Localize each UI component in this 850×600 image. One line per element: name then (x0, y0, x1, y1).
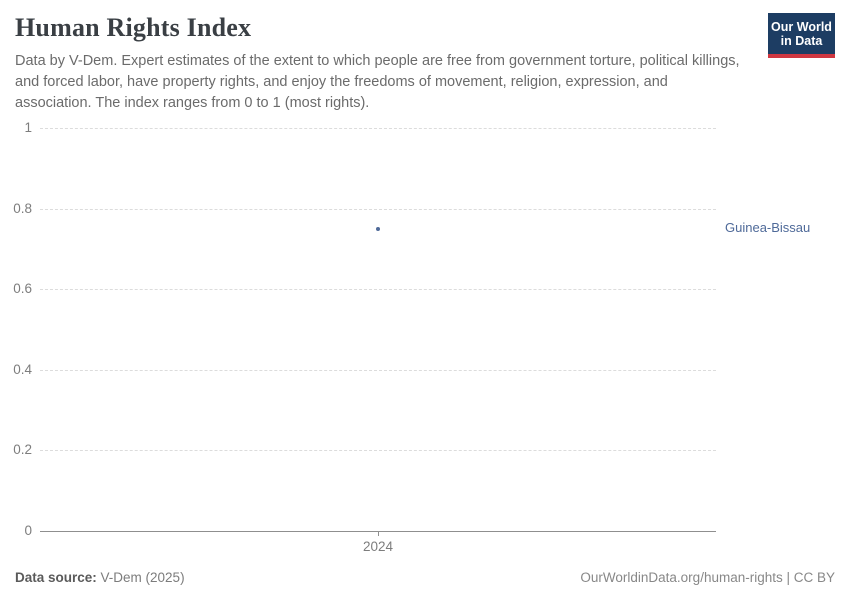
chart-title: Human Rights Index (15, 13, 252, 42)
gridline (40, 289, 716, 291)
y-axis-tick-label: 1 (24, 120, 32, 135)
x-axis-tick-label: 2024 (362, 539, 394, 554)
gridline (40, 128, 716, 129)
data-point[interactable] (376, 226, 380, 231)
y-axis-tick-label: 0.8 (13, 200, 32, 216)
gridline (40, 208, 716, 210)
datasource-value: V-Dem (2025) (96, 570, 185, 585)
entity-label[interactable]: Guinea-Bissau (725, 220, 811, 235)
gridline (40, 450, 716, 452)
y-axis-tick-label: 0.6 (13, 281, 32, 297)
x-axis-tick (378, 531, 379, 536)
license-link[interactable]: OurWorldinData.org/human-rights | CC BY (580, 570, 835, 585)
plot-area: 0 0.2 0.4 0.6 0.8 1 2024 (13, 120, 716, 554)
datasource-label: Data source: (15, 570, 97, 585)
y-axis-tick-label: 0.4 (13, 361, 32, 377)
gridline (40, 369, 716, 371)
owid-logo-line1: Our World (771, 20, 832, 34)
y-axis-tick-label: 0.2 (13, 442, 32, 458)
datasource-note: Data source: V-Dem (2025) (15, 570, 185, 585)
owid-logo[interactable]: Our World in Data (768, 13, 835, 58)
owid-logo-line2: in Data (780, 34, 823, 48)
chart-subtitle: Data by V-Dem. Expert estimates of the e… (15, 53, 740, 111)
y-axis-tick-label: 0 (24, 523, 32, 538)
